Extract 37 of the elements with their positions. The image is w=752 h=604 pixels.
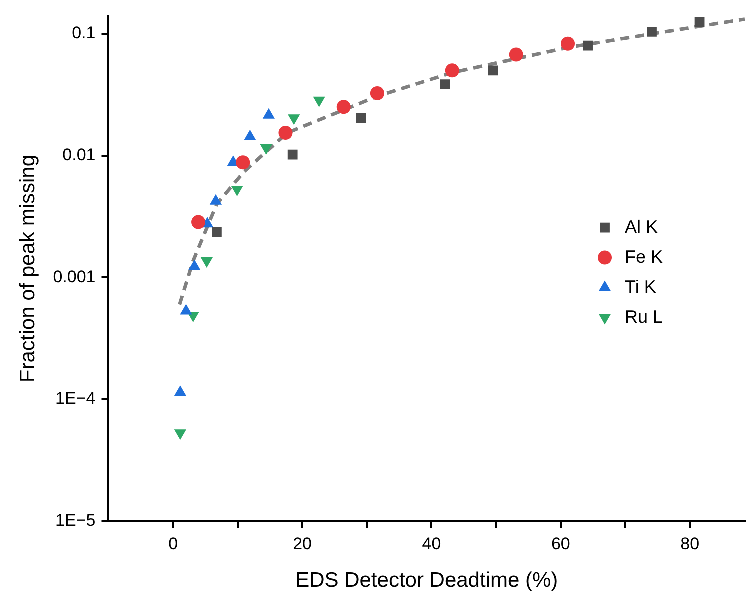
y-tick-label: 0.1: [72, 24, 96, 43]
point: [488, 66, 498, 76]
point: [231, 186, 244, 196]
x-tick-label: 40: [422, 534, 442, 554]
point: [561, 36, 576, 51]
point: [509, 48, 524, 62]
x-tick-label: 80: [680, 534, 700, 554]
point: [236, 156, 250, 170]
point: [445, 64, 460, 78]
point: [288, 150, 298, 160]
x-tick-label: 20: [293, 534, 312, 554]
legend-label: Al K: [625, 216, 658, 237]
x-tick-label: 0: [168, 534, 178, 554]
y-tick-label: 0.01: [62, 146, 96, 165]
point: [336, 100, 351, 114]
point: [694, 17, 705, 28]
point: [212, 227, 222, 237]
point: [200, 258, 213, 268]
point: [440, 80, 450, 90]
x-tick-label: 60: [551, 534, 570, 554]
point: [356, 113, 366, 124]
point: [192, 215, 206, 230]
point: [174, 430, 187, 440]
point: [583, 40, 593, 51]
point: [260, 144, 272, 155]
point: [278, 126, 293, 140]
y-tick-label: 1E−5: [56, 511, 96, 530]
y-tick-label: 1E−4: [56, 389, 96, 408]
point: [370, 86, 384, 100]
legend-label: Ru L: [625, 306, 664, 327]
point: [647, 26, 657, 37]
point: [313, 96, 326, 108]
legend-label: Fe K: [625, 246, 664, 267]
y-axis-title: Fraction of peak missing: [16, 154, 40, 383]
legend-label: Ti K: [625, 276, 656, 297]
y-tick-label: 0.001: [53, 267, 96, 286]
x-axis-title: EDS Detector Deadtime (%): [296, 569, 558, 592]
